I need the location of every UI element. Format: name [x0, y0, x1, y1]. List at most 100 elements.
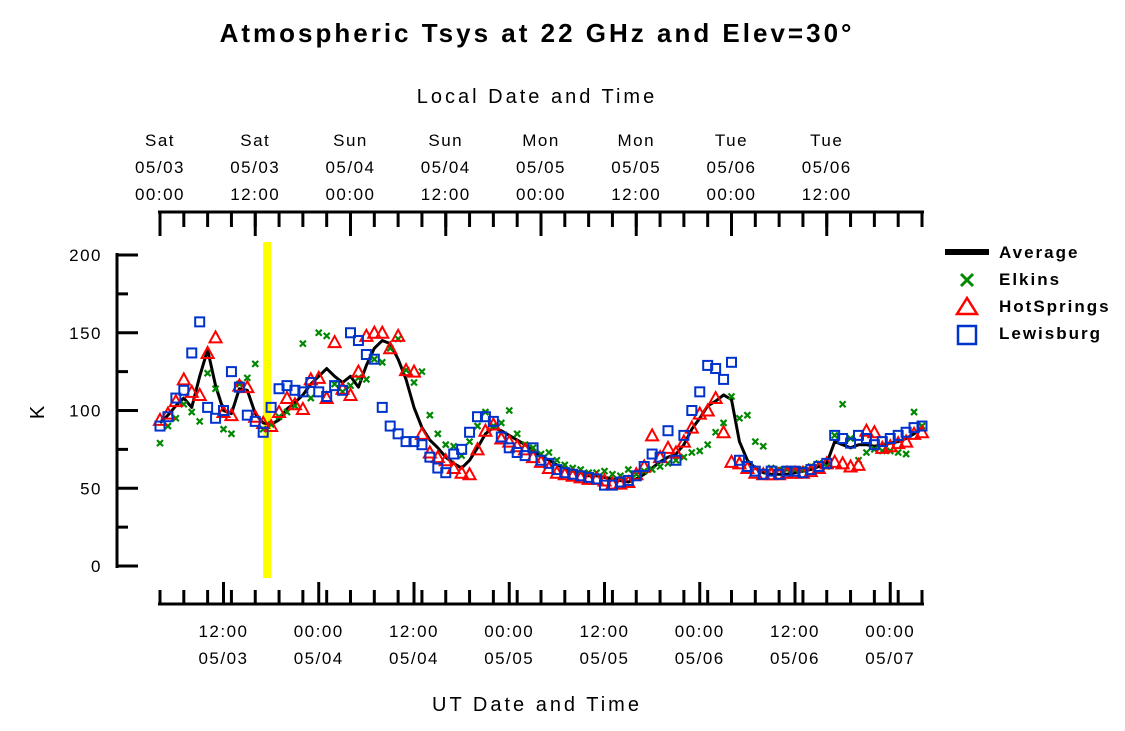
- bottom-tick-label: 05/05: [484, 649, 534, 668]
- lewisburg-point: [400, 436, 412, 448]
- lewisburg-point: [519, 450, 531, 462]
- lewisburg-point: [289, 384, 301, 396]
- elkins-point: [418, 367, 426, 376]
- elkins-point: [465, 437, 474, 446]
- lewisburg-point: [797, 467, 809, 479]
- elkins-point: [195, 417, 204, 426]
- lewisburg-point: [567, 468, 579, 480]
- elkins-point: [545, 448, 553, 457]
- top-tick-label: 00:00: [706, 185, 756, 204]
- lewisburg-point: [424, 451, 436, 463]
- lewisburg-point: [249, 415, 261, 427]
- lewisburg-point: [218, 405, 229, 416]
- elkins-point: [378, 358, 387, 367]
- lewisburg-point: [916, 420, 928, 432]
- elkins-point: [910, 408, 918, 416]
- elkins-point: [156, 439, 164, 447]
- bottom-tick-label: 00:00: [484, 622, 534, 641]
- legend: Average Elkins HotSprings Lewisburg: [945, 243, 1111, 346]
- lewisburg-point: [384, 420, 396, 432]
- lewisburg-point: [599, 479, 610, 491]
- elkins-point: [751, 437, 760, 446]
- lewisburg-point: [368, 353, 380, 365]
- hotsprings-point: [168, 393, 184, 408]
- elkins-point: [513, 430, 521, 438]
- hotsprings-point: [263, 417, 279, 433]
- lewisburg-point: [686, 405, 698, 416]
- lewisburg-point: [535, 454, 547, 466]
- lewisburg-point: [225, 366, 237, 378]
- bottom-tick-label: 00:00: [294, 622, 344, 641]
- hotsprings-point: [295, 400, 311, 415]
- elkins-point: [441, 440, 450, 449]
- lewisburg-point: [908, 422, 920, 434]
- lewisburg-point: [638, 460, 650, 472]
- lewisburg-point: [868, 439, 880, 451]
- elkins-point: [426, 411, 434, 419]
- top-axis-label: Local Date and Time: [417, 86, 657, 108]
- elkins-point: [203, 369, 212, 377]
- hotsprings-point: [287, 396, 303, 411]
- hotsprings-point: [469, 441, 486, 456]
- elkins-point: [211, 384, 220, 393]
- elkins-point: [608, 470, 617, 479]
- lewisburg-point: [297, 386, 309, 398]
- top-tick-label: 12:00: [802, 185, 852, 204]
- elkins-point: [473, 422, 482, 430]
- axes: [115, 210, 924, 606]
- top-tick-label: 12:00: [421, 185, 471, 204]
- hotsprings-point: [319, 389, 335, 405]
- lewisburg-point: [654, 451, 666, 463]
- lewisburg-point: [210, 412, 222, 424]
- lewisburg-point: [416, 439, 428, 451]
- lewisburg-point: [440, 467, 452, 479]
- bottom-tick-label: 05/03: [198, 649, 248, 668]
- lewisburg-point: [670, 454, 682, 466]
- lewisburg-point: [257, 426, 269, 438]
- hotsprings-point: [366, 324, 382, 339]
- top-tick-label: 00:00: [325, 185, 375, 204]
- lewisburg-point: [860, 432, 872, 444]
- lewisburg-point: [265, 401, 277, 413]
- elkins-point: [243, 374, 252, 382]
- elkins-point: [553, 456, 561, 465]
- top-tick-label: 05/03: [230, 158, 280, 177]
- lewisburg-point: [408, 436, 420, 448]
- bottom-tick-label: 12:00: [389, 622, 439, 641]
- lewisburg-point: [702, 359, 714, 371]
- elkins-point: [434, 430, 442, 438]
- hotsprings-point: [398, 361, 414, 377]
- hotsprings-point: [700, 402, 716, 417]
- top-tick-label: 05/03: [135, 158, 185, 177]
- lewisburg-point: [352, 335, 364, 347]
- hotsprings-point: [326, 333, 343, 349]
- y-axis-label: K: [27, 403, 49, 419]
- top-tick-label: Sat: [240, 131, 270, 150]
- top-tick-label: 12:00: [611, 185, 661, 204]
- hotsprings-point: [438, 452, 454, 467]
- top-tick-label: Mon: [617, 131, 655, 150]
- hotsprings-point: [668, 444, 684, 459]
- lewisburg-point: [551, 464, 563, 476]
- elkins-point: [322, 332, 331, 340]
- y-tick-label: 150: [69, 324, 102, 343]
- elkins-point: [902, 450, 910, 458]
- hotsprings-point: [461, 466, 478, 481]
- lewisburg-point: [845, 437, 857, 449]
- top-tick-label: Tue: [810, 131, 843, 150]
- hotsprings-point: [215, 403, 232, 419]
- legend-lewisburg-swatch: [956, 324, 978, 346]
- lewisburg-point: [726, 356, 737, 368]
- lewisburg-point: [773, 468, 785, 480]
- lewisburg-point: [273, 383, 285, 395]
- elkins-point: [727, 392, 736, 401]
- top-tick-label: 00:00: [516, 185, 566, 204]
- legend-label: HotSprings: [999, 297, 1111, 316]
- lewisburg-point: [614, 476, 626, 488]
- bottom-tick-label: 00:00: [865, 622, 915, 641]
- lewisburg-point: [813, 460, 825, 472]
- lewisburg-point: [646, 448, 658, 460]
- elkins-point: [410, 378, 418, 387]
- lewisburg-point: [495, 431, 507, 443]
- lewisburg-point: [233, 381, 245, 393]
